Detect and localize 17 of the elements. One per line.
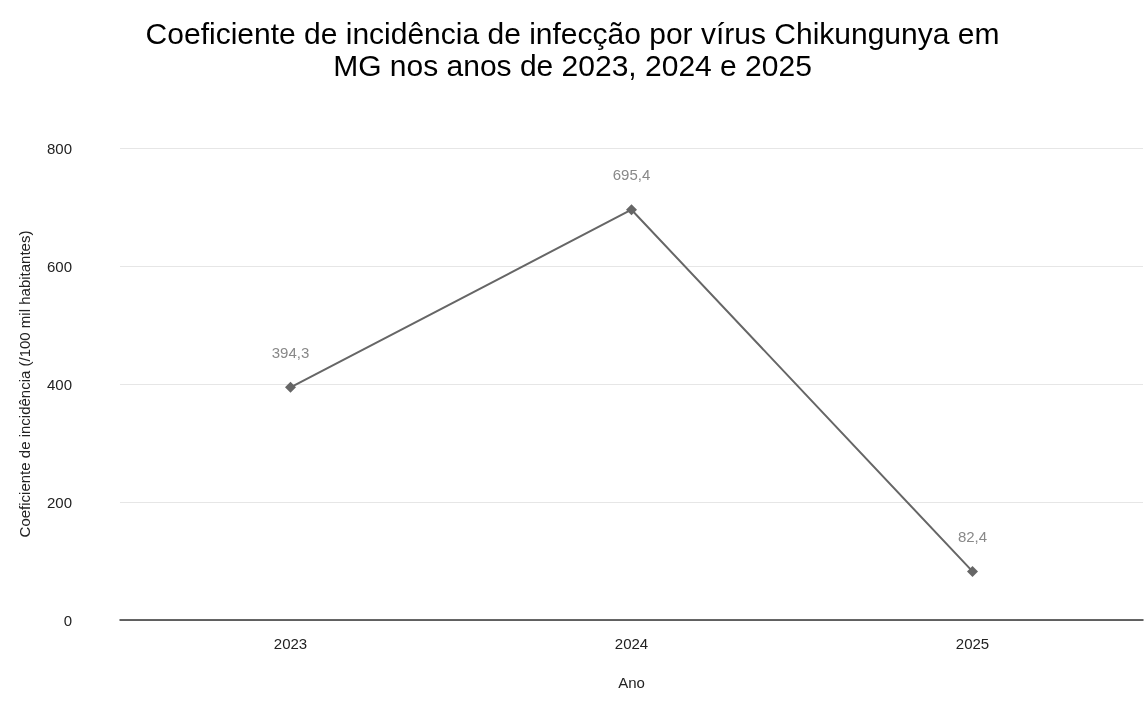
x-tick-label: 2024 <box>614 635 649 652</box>
y-tick-label: 600 <box>46 257 72 275</box>
y-axis-title: Coeficiente de incidência (/100 mil habitantes) <box>16 230 33 538</box>
point <box>285 381 296 393</box>
y-tick-label: 800 <box>46 139 72 157</box>
y-tick-label: 200 <box>46 493 72 511</box>
x-tick-label: 2025 <box>955 635 990 652</box>
x-axis-title: Ano <box>618 674 645 691</box>
point <box>967 565 978 577</box>
data-label: 695,4 <box>612 166 651 184</box>
point <box>626 204 637 216</box>
data-label: 394,3 <box>271 343 310 361</box>
data-label: 82,4 <box>957 527 988 545</box>
x-tick-label: 2023 <box>273 635 308 652</box>
chart-title: Coeficiente de incidência de infecção por vírus Chikungunya em MG nos anos de 2023, 2024 e 2025 <box>145 16 1000 82</box>
y-tick-label: 0 <box>63 611 72 629</box>
y-tick-label: 400 <box>46 375 72 393</box>
